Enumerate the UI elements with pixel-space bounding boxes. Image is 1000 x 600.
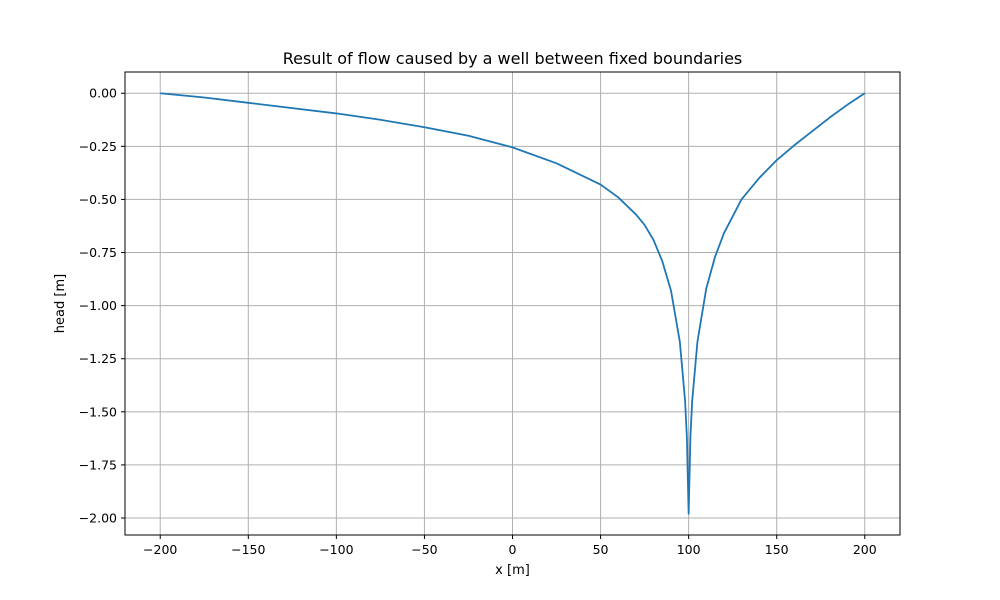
x-tick-label: 100: [677, 542, 701, 557]
series-line: [160, 92, 866, 515]
x-tick-label: 200: [853, 542, 877, 557]
series-layer: [160, 92, 866, 515]
y-axis-label: head [m]: [53, 274, 68, 333]
x-tick-label: 150: [765, 542, 789, 557]
y-tick-label: 0.00: [89, 86, 117, 101]
x-tick-label: −200: [143, 542, 177, 557]
y-tick-label: −1.25: [79, 351, 117, 366]
grid: [125, 72, 900, 535]
y-axis-ticks: 0.00 −0.25 −0.50 −0.75 −1.00 −1.25 −1.50 −1.75 −…: [79, 86, 125, 526]
y-tick-label: −0.25: [79, 139, 117, 154]
y-tick-label: −0.50: [79, 192, 117, 207]
y-tick-label: −0.75: [79, 245, 117, 260]
x-tick-label: −50: [411, 542, 437, 557]
x-tick-label: −150: [231, 542, 265, 557]
x-tick-label: −100: [319, 542, 353, 557]
x-axis-label: x [m]: [495, 563, 530, 578]
y-tick-label: −1.00: [79, 298, 117, 313]
x-tick-label: 0: [509, 542, 517, 557]
x-tick-label: 50: [593, 542, 609, 557]
y-tick-label: −1.50: [79, 404, 117, 419]
x-axis-ticks: −200 −150 −100 −50 0 50 100 150 200: [143, 535, 877, 557]
y-tick-label: −2.00: [79, 511, 117, 526]
chart-title: Result of flow caused by a well between …: [283, 49, 743, 68]
y-tick-label: −1.75: [79, 457, 117, 472]
